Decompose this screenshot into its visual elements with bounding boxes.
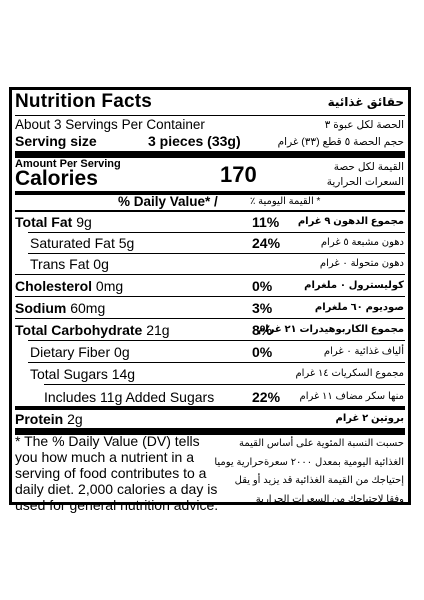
footnote-en-line: daily diet. 2,000 calories a day is — [15, 481, 218, 497]
nutrient-label: Cholesterol — [15, 278, 93, 294]
amount-per-serving-ar: القيمة لكل حصة — [333, 161, 404, 173]
daily-value-header-ar: * القيمة اليومية ٪ — [250, 196, 321, 207]
divider — [15, 296, 405, 297]
divider — [15, 318, 405, 319]
nutrient-amount: 0g — [93, 256, 109, 272]
nutrient-row-cholesterol: Cholesterol 0mg 0% كوليسترول ٠ ملغرام — [12, 275, 408, 295]
nutrient-dv: 11% — [252, 214, 280, 230]
divider — [28, 362, 405, 363]
servings-per-container-en: About 3 Servings Per Container — [15, 117, 205, 132]
nutrient-label-ar: مجموع السكريات ١٤ غرام — [295, 368, 404, 379]
serving-size-ar: حجم الحصة ٥ قطع (٣٣) غرام — [277, 136, 404, 148]
calories-label-ar: السعرات الحرارية — [326, 176, 404, 188]
nutrient-dv: 0% — [252, 278, 273, 294]
nutrient-dv: 3% — [252, 300, 273, 316]
nutrient-amount: 21g — [146, 322, 170, 338]
footnote-en: * The % Daily Value (DV) tells you how m… — [15, 433, 218, 513]
nutrient-dv: 22% — [252, 389, 281, 405]
nutrient-row-saturated-fat: Saturated Fat 5g 24% دهون مشبعة ٥ غرام — [12, 233, 408, 252]
footnote-en-line: used for general nutrition advice. — [15, 497, 219, 513]
medium-divider — [15, 191, 405, 195]
divider — [28, 340, 405, 341]
calories-value: 170 — [220, 162, 257, 187]
nutrient-label-ar: دهون متحولة ٠ غرام — [319, 258, 404, 269]
footnote-ar-line: إحتياجك من القيمة الغذائية قد يزيد أو يق… — [234, 475, 404, 486]
nutrient-label: Saturated Fat — [30, 235, 115, 251]
nutrient-row-total-sugars: Total Sugars 14g مجموع السكريات ١٤ غرام — [12, 363, 408, 384]
footnote-ar-line: حسبت النسبة المئوية على أساس القيمة — [239, 438, 404, 449]
divider — [15, 115, 405, 116]
divider — [28, 253, 405, 254]
nutrient-amount: 5g — [118, 235, 135, 251]
serving-size-label: Serving size — [15, 133, 97, 149]
calories-label-en: Calories — [15, 167, 98, 190]
nutrient-label: Dietary Fiber — [30, 344, 111, 360]
nutrient-label-ar: ألياف غذائية ٠ غرام — [323, 346, 404, 357]
footnote-en-line: serving of food contributes to a — [15, 465, 207, 481]
title-ar: حقائق غذائية — [327, 95, 404, 109]
nutrient-dv: 8% — [252, 322, 273, 338]
nutrition-facts-panel: Nutrition Facts حقائق غذائية About 3 Ser… — [9, 87, 411, 513]
nutrient-label: Total Sugars — [30, 366, 108, 382]
nutrient-row-protein: Protein 2g بروتين ٢ غرام — [12, 409, 408, 429]
nutrient-dv: 0% — [252, 344, 273, 360]
nutrient-amount: 0mg — [95, 278, 124, 294]
divider — [28, 232, 405, 233]
nutrient-amount: 2g — [67, 411, 83, 427]
nutrient-label-ar: كوليسترول ٠ ملغرام — [304, 280, 404, 291]
nutrient-label: Sodium — [15, 300, 67, 316]
divider — [15, 210, 405, 212]
nutrient-label: Includes 11g Added Sugars — [44, 389, 215, 405]
nutrient-label: Total Carbohydrate — [15, 322, 143, 338]
nutrient-label-ar: بروتين ٢ غرام — [335, 413, 404, 424]
nutrient-amount: 60mg — [70, 300, 106, 316]
nutrient-label: Total Fat — [15, 214, 73, 230]
nutrient-label: Trans Fat — [30, 256, 90, 272]
footnote-ar-line: الغذائية اليومية بمعدل ٢٠٠٠ سعرةحرارية ي… — [214, 456, 404, 468]
nutrient-label-ar: دهون مشبعة ٥ غرام — [320, 237, 404, 248]
thick-divider — [15, 428, 405, 435]
nutrient-label-ar: مجموع الدهون ٩ غرام — [297, 216, 404, 227]
medium-divider — [15, 406, 405, 410]
nutrient-row-added-sugars: Includes 11g Added Sugars 22% منها سكر م… — [12, 385, 408, 407]
nutrient-amount: 9g — [76, 214, 92, 230]
nutrient-label: Protein — [15, 411, 64, 427]
footnote-en-line: * The % Daily Value (DV) tells — [15, 433, 200, 449]
divider — [44, 384, 405, 385]
nutrient-row-trans-fat: Trans Fat 0g دهون متحولة ٠ غرام — [12, 254, 408, 273]
footnote-ar-line: وفقا لإحتياجك من السعرات الحرارية — [255, 493, 404, 505]
amount-per-serving-en: Amount Per Serving — [15, 158, 121, 170]
nutrient-label-ar: منها سكر مضاف ١١ غرام — [299, 391, 404, 402]
thick-divider — [15, 151, 405, 158]
nutrient-row-sodium: Sodium 60mg 3% صوديوم ٦٠ ملغرام — [12, 297, 408, 318]
nutrient-label-ar: مجموع الكاربوهيدرات ٢١ غرام — [257, 324, 404, 335]
nutrient-dv: 24% — [252, 235, 281, 251]
nutrient-amount: 0g — [114, 344, 130, 360]
nutrient-row-total-fat: Total Fat 9g 11% مجموع الدهون ٩ غرام — [12, 212, 408, 231]
daily-value-header-en: % Daily Value* / — [118, 194, 218, 209]
footnote-en-line: you how much a nutrient in a — [15, 449, 194, 465]
footnote-ar: حسبت النسبة المئوية على أساس القيمة الغذ… — [214, 435, 404, 509]
divider — [15, 274, 405, 275]
nutrient-label-ar: صوديوم ٦٠ ملغرام — [314, 302, 404, 313]
nutrient-amount: 14g — [111, 366, 136, 382]
servings-per-container-ar: الحصة لكل عبوة ٣ — [324, 119, 404, 131]
nutrient-row-total-carbohydrate: Total Carbohydrate 21g 8% مجموع الكاربوه… — [12, 319, 408, 340]
nutrient-row-dietary-fiber: Dietary Fiber 0g 0% ألياف غذائية ٠ غرام — [12, 341, 408, 362]
title-en: Nutrition Facts — [15, 91, 153, 112]
serving-size-value: 3 pieces (33g) — [148, 133, 241, 149]
